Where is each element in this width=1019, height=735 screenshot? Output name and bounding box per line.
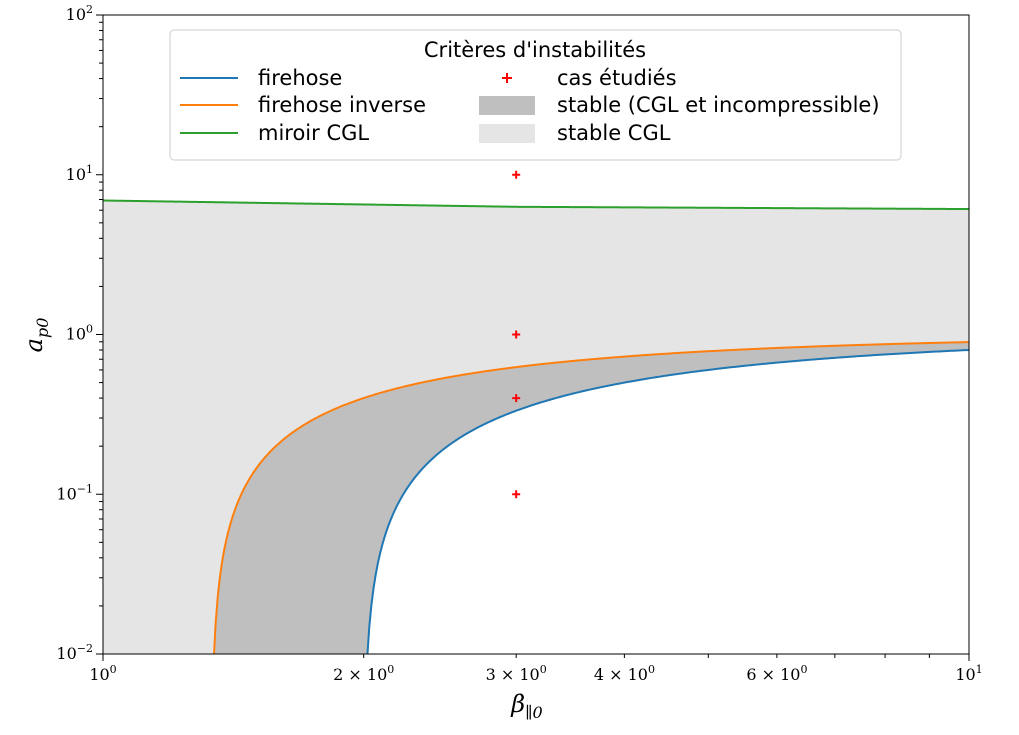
case-point-3 (512, 490, 521, 499)
legend-swatch-cases (502, 73, 512, 83)
legend-swatch-stable-incompressible (479, 96, 535, 115)
legend-label-cases: cas étudiés (557, 66, 677, 90)
legend-box (169, 29, 902, 161)
x-axis-title: β∥0 (510, 690, 542, 722)
case-markers (512, 170, 521, 499)
legend-label-stable-incompressible: stable (CGL et incompressible) (557, 93, 880, 117)
x-tick-label-3: 4 × 100 (594, 663, 655, 684)
legend-label-firehose: firehose (258, 66, 342, 90)
y-tick-label-0: 10−2 (56, 642, 93, 663)
x-tick-label-5: 101 (955, 663, 982, 684)
axis-ticks (96, 14, 970, 661)
x-tick-label-4: 6 × 100 (746, 663, 807, 684)
region-stable-cgl-incompressible (103, 342, 969, 654)
y-tick-label-1: 10−1 (56, 482, 93, 503)
y-tick-label-2: 100 (66, 323, 93, 344)
criterion-lines (102, 199, 970, 655)
case-point-2 (512, 394, 521, 403)
line-firehose-inverse (213, 341, 970, 655)
y-axis-title: ap0 (20, 318, 52, 353)
case-point-1 (512, 330, 521, 339)
legend-swatch-stable-cgl (479, 124, 535, 143)
stability-regions (103, 200, 969, 655)
legend-title: Critères d'instabilités (424, 38, 646, 62)
x-tick-label-2: 3 × 100 (486, 663, 547, 684)
legend-label-firehose-inverse: firehose inverse (258, 93, 426, 117)
legend-label-miroir-cgl: miroir CGL (258, 121, 369, 145)
line-miroir-cgl (102, 199, 970, 211)
y-tick-label-3: 101 (66, 163, 93, 184)
x-tick-label-0: 100 (89, 663, 116, 684)
legend-label-stable-cgl: stable CGL (557, 121, 671, 145)
x-tick-label-1: 2 × 100 (333, 663, 394, 684)
legend: Critères d'instabilités firehose firehos… (169, 29, 902, 161)
y-tick-label-4: 102 (66, 3, 93, 24)
line-firehose (366, 348, 970, 655)
case-point-0 (512, 170, 521, 179)
